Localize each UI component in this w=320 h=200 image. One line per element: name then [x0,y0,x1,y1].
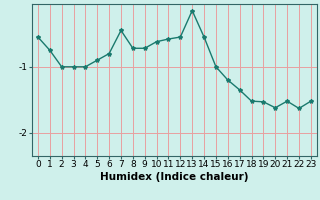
X-axis label: Humidex (Indice chaleur): Humidex (Indice chaleur) [100,172,249,182]
